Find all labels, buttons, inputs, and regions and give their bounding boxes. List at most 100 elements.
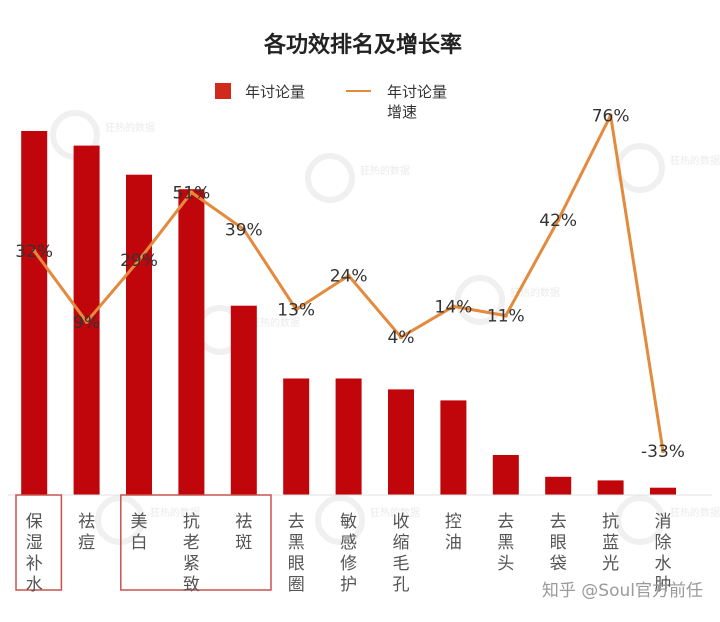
growth-point [241, 227, 246, 232]
category-char: 毛 [393, 554, 410, 574]
category-char: 缩 [393, 533, 410, 553]
category-char: 水 [26, 575, 43, 595]
growth-label: 42% [539, 211, 577, 231]
watermark-logo-circle [615, 143, 665, 193]
category-char: 抗 [183, 512, 200, 532]
bar [283, 378, 310, 495]
growth-label: 51% [173, 183, 211, 203]
bars [21, 131, 676, 495]
category-char: 油 [445, 533, 462, 553]
watermark-logo: 狂热的数据 [305, 153, 410, 203]
category-char: 老 [183, 533, 200, 553]
bar [230, 305, 257, 495]
growth-point [661, 449, 665, 454]
category-char: 去 [497, 512, 514, 532]
growth-point [84, 319, 89, 324]
bar [545, 476, 572, 495]
category-char: 祛 [235, 512, 252, 532]
watermark-logo-text: 狂热的数据 [370, 506, 420, 519]
watermark-logo-text: 狂热的数据 [510, 286, 560, 299]
category-label: 美白 [131, 512, 148, 553]
watermark-logo-text: 狂热的数据 [150, 506, 200, 519]
chart-title: 各功效排名及增长率 [263, 32, 462, 58]
watermark-logo: 狂热的数据 [615, 143, 720, 193]
category-char: 斑 [235, 533, 252, 553]
bar [388, 389, 414, 495]
growth-line [32, 113, 665, 454]
watermark-logo: 狂热的数据 [315, 495, 420, 545]
watermark-logo-text: 狂热的数据 [360, 164, 410, 177]
category-char: 收 [393, 512, 410, 532]
growth-label: 9% [73, 313, 100, 333]
bar [178, 189, 205, 495]
growth-point [137, 258, 141, 263]
category-char: 光 [602, 554, 619, 574]
growth-labels: 32% 9% 29% 51% 39% 13% 24% 4% 14% 11% 42% 76% -33% [15, 106, 685, 462]
growth-label: 24% [330, 267, 368, 287]
category-char: 黑 [497, 533, 514, 553]
category-char: 头 [497, 554, 514, 574]
watermark-logo-circle [305, 153, 355, 203]
category-char: 感 [340, 533, 357, 553]
growth-point [189, 190, 194, 195]
highlight-box [15, 494, 63, 591]
growth-point [608, 113, 613, 118]
growth-label: 29% [120, 251, 158, 271]
growth-label: -33% [641, 442, 685, 462]
growth-label: 4% [388, 328, 415, 348]
highlight-boxes [15, 494, 272, 591]
category-char: 祛 [78, 512, 95, 532]
watermark-logo-circle [95, 495, 145, 545]
bar [335, 378, 362, 495]
category-char: 除 [655, 533, 672, 553]
bar [650, 487, 676, 495]
growth-label: 76% [592, 106, 630, 126]
growth-point [503, 313, 508, 318]
watermark-logo-text: 狂热的数据 [250, 316, 300, 329]
category-char: 消 [655, 512, 672, 532]
category-char: 保 [26, 512, 43, 532]
category-char: 肿 [655, 575, 672, 595]
category-label: 祛斑 [235, 512, 252, 553]
watermark-logo-circle [455, 275, 505, 325]
category-char: 控 [445, 512, 462, 532]
category-char: 眼 [288, 554, 305, 574]
category-label: 去黑头 [497, 512, 514, 574]
category-char: 水 [655, 554, 672, 574]
category-label: 控油 [445, 512, 462, 553]
growth-point [294, 307, 299, 312]
category-char: 去 [550, 512, 567, 532]
category-char: 圈 [288, 575, 305, 595]
watermark-logo-text: 狂热的数据 [670, 506, 720, 519]
category-char: 湿 [26, 533, 43, 553]
growth-label: 13% [277, 301, 315, 321]
growth-point [399, 335, 403, 340]
bar [440, 400, 467, 495]
category-char: 护 [340, 575, 357, 595]
watermark-logo: 狂热的数据 [455, 275, 560, 325]
highlight-box [120, 494, 272, 591]
category-char: 补 [26, 554, 43, 574]
category-char: 孔 [393, 575, 410, 595]
growth-point [451, 304, 456, 309]
growth-point [346, 273, 351, 278]
category-char: 黑 [288, 533, 305, 553]
growth-label: 11% [487, 307, 525, 327]
category-char: 痘 [78, 533, 95, 553]
growth-label: 32% [15, 242, 53, 262]
growth-label: 39% [225, 220, 263, 240]
watermark-logo-text: 狂热的数据 [670, 154, 720, 167]
bar [597, 480, 624, 495]
bar [492, 455, 519, 495]
footer-watermark: 知乎 @Soul官方前任 [542, 581, 703, 601]
category-char: 去 [288, 512, 305, 532]
category-label: 抗蓝光 [602, 512, 619, 574]
category-char: 抗 [602, 512, 619, 532]
growth-label: 14% [435, 297, 473, 317]
